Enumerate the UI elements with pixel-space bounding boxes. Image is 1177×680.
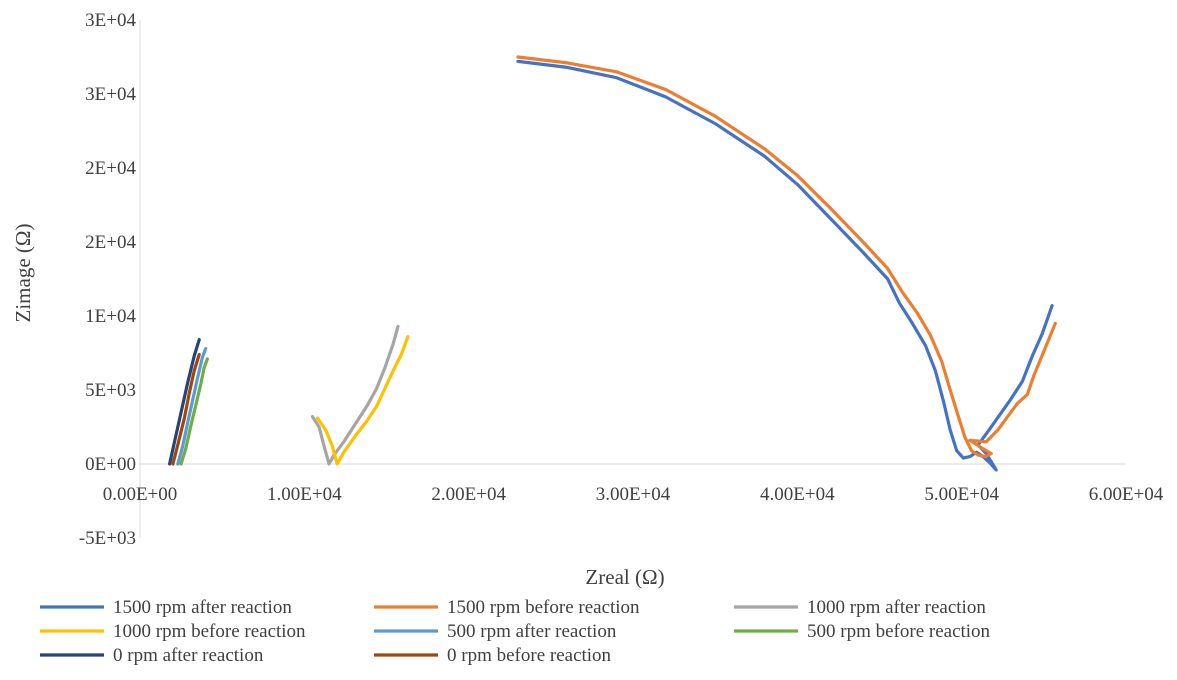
- series-layer: [168, 55, 1057, 472]
- y-tick-label: 1E+04: [85, 306, 136, 327]
- y-tick-label: 2E+04: [85, 158, 136, 179]
- series-line-500-rpm-after-reaction: [176, 347, 208, 466]
- x-tick-label: 6.00E+04: [1089, 484, 1164, 505]
- x-tick-label: 4.00E+04: [760, 484, 835, 505]
- x-tick-label: 3.00E+04: [596, 484, 671, 505]
- x-axis-title: Zreal (Ω): [585, 565, 664, 589]
- y-axis-title: Zimage (Ω): [11, 224, 35, 323]
- legend-label-500-rpm-before-reaction: 500 rpm before reaction: [807, 621, 991, 642]
- y-tick-label: 0E+00: [85, 454, 136, 475]
- series-line-1500-rpm-after-reaction: [516, 59, 1054, 472]
- legend-label-0-rpm-before-reaction: 0 rpm before reaction: [447, 645, 612, 666]
- x-tick-label: 0.00E+00: [103, 484, 178, 505]
- y-tick-label: 3E+04: [85, 84, 136, 105]
- y-tick-label: 3E+04: [85, 10, 136, 31]
- legend-label-1500-rpm-before-reaction: 1500 rpm before reaction: [447, 597, 640, 618]
- series-line-0-rpm-before-reaction: [171, 352, 201, 466]
- x-tick-label: 1.00E+04: [267, 484, 342, 505]
- legend-label-0-rpm-after-reaction: 0 rpm after reaction: [113, 645, 264, 666]
- y-tick-label: 5E+03: [85, 380, 136, 401]
- legend: 1500 rpm after reaction 1500 rpm before r…: [40, 597, 991, 666]
- axes-layer: [139, 20, 1126, 538]
- tick-labels: -5E+03 0E+00 5E+03 1E+04 2E+04 2E+04 3E+04 3E+0…: [79, 10, 1164, 549]
- legend-label-1500-rpm-after-reaction: 1500 rpm after reaction: [113, 597, 292, 618]
- series-line-0-rpm-after-reaction: [168, 338, 201, 466]
- series-line-1500-rpm-before-reaction: [516, 55, 1057, 459]
- legend-label-1000-rpm-after-reaction: 1000 rpm after reaction: [807, 597, 986, 618]
- legend-label-500-rpm-after-reaction: 500 rpm after reaction: [447, 621, 617, 642]
- x-tick-label: 5.00E+04: [924, 484, 999, 505]
- y-tick-label: 2E+04: [85, 232, 136, 253]
- legend-label-1000-rpm-before-reaction: 1000 rpm before reaction: [113, 621, 306, 642]
- x-tick-label: 2.00E+04: [431, 484, 506, 505]
- series-line-1000-rpm-after-reaction: [310, 324, 400, 466]
- y-tick-label: -5E+03: [79, 528, 136, 549]
- series-line-500-rpm-before-reaction: [179, 357, 209, 466]
- series-line-1000-rpm-before-reaction: [315, 335, 410, 466]
